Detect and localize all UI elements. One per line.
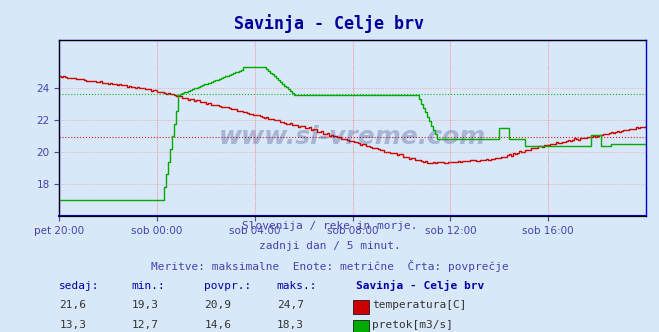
Text: zadnji dan / 5 minut.: zadnji dan / 5 minut.: [258, 241, 401, 251]
Text: pretok[m3/s]: pretok[m3/s]: [372, 320, 453, 330]
Text: 21,6: 21,6: [59, 300, 86, 310]
Text: povpr.:: povpr.:: [204, 281, 252, 290]
Text: 19,3: 19,3: [132, 300, 159, 310]
Text: www.si-vreme.com: www.si-vreme.com: [219, 124, 486, 149]
Text: Savinja - Celje brv: Savinja - Celje brv: [235, 14, 424, 33]
Text: 13,3: 13,3: [59, 320, 86, 330]
Text: temperatura[C]: temperatura[C]: [372, 300, 467, 310]
Text: maks.:: maks.:: [277, 281, 317, 290]
Text: min.:: min.:: [132, 281, 165, 290]
Text: Savinja - Celje brv: Savinja - Celje brv: [356, 280, 484, 291]
Text: 18,3: 18,3: [277, 320, 304, 330]
Text: 20,9: 20,9: [204, 300, 231, 310]
Text: 24,7: 24,7: [277, 300, 304, 310]
Text: sedaj:: sedaj:: [59, 281, 100, 290]
Text: 14,6: 14,6: [204, 320, 231, 330]
Text: Meritve: maksimalne  Enote: metrične  Črta: povprečje: Meritve: maksimalne Enote: metrične Črta…: [151, 260, 508, 272]
Text: 12,7: 12,7: [132, 320, 159, 330]
Text: Slovenija / reke in morje.: Slovenija / reke in morje.: [242, 221, 417, 231]
